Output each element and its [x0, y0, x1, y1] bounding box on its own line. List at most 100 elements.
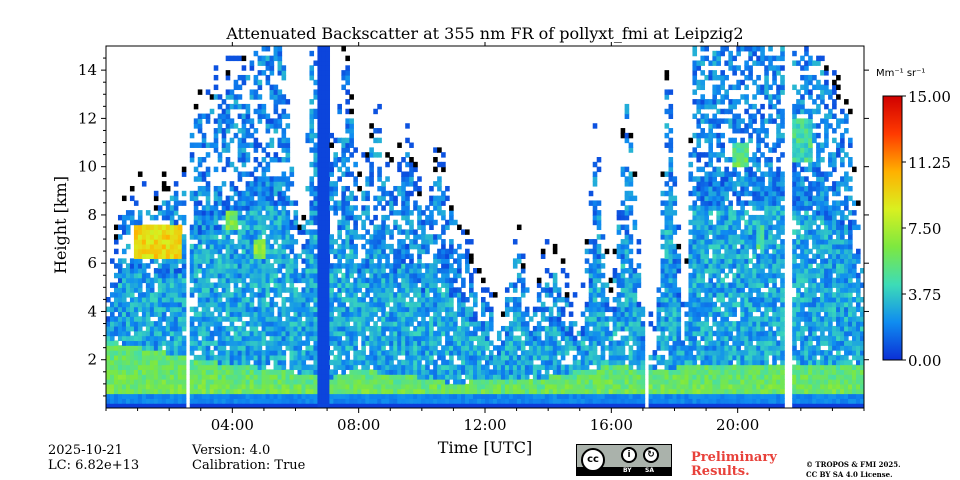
heatmap-cell: [241, 128, 247, 134]
heatmap-cell: [261, 301, 267, 308]
heatmap-cell: [309, 388, 315, 395]
heatmap-cell: [417, 234, 422, 240]
heatmap-cell: [281, 282, 287, 288]
heatmap-cell: [528, 350, 534, 356]
heatmap-cell: [277, 263, 283, 269]
heatmap-cell: [161, 383, 167, 390]
heatmap-cell: [325, 118, 331, 124]
heatmap-cell: [229, 248, 235, 255]
heatmap-cell: [161, 272, 167, 279]
heatmap-cell: [365, 239, 370, 245]
heatmap-cell: [109, 335, 115, 342]
heatmap-cell: [544, 268, 550, 274]
heatmap-cell: [429, 200, 434, 206]
heatmap-cell: [205, 383, 211, 390]
heatmap-cell: [237, 157, 243, 163]
heatmap-cell: [145, 398, 151, 404]
heatmap-cell: [285, 210, 291, 216]
heatmap-cell: [628, 268, 634, 274]
heatmap-cell: [149, 330, 155, 337]
heatmap-cell: [425, 311, 430, 317]
heatmap-cell: [385, 335, 390, 342]
heatmap-cell: [437, 388, 442, 395]
heatmap-cell: [369, 132, 374, 139]
heatmap-cell: [552, 272, 558, 279]
heatmap-cell: [149, 258, 155, 264]
heatmap-cell: [429, 354, 434, 361]
heatmap-cell: [449, 316, 454, 322]
heatmap-cell: [161, 311, 167, 317]
heatmap-cell: [433, 253, 438, 259]
heatmap-cell: [341, 306, 346, 313]
heatmap-cell: [445, 263, 450, 269]
heatmap-cell: [245, 350, 251, 356]
heatmap-cell: [532, 340, 538, 346]
heatmap-cell: [181, 214, 187, 221]
heatmap-cell: [325, 205, 331, 211]
heatmap-cell: [281, 113, 287, 119]
heatmap-cell: [401, 205, 406, 211]
heatmap-cell: [209, 301, 215, 308]
heatmap-cell: [145, 359, 151, 366]
heatmap-cell: [421, 287, 426, 293]
heatmap-cell: [353, 253, 358, 259]
heatmap-cell: [528, 364, 534, 370]
heatmap-cell: [401, 374, 406, 380]
heatmap-cell: [433, 403, 438, 408]
heatmap-cell: [325, 383, 331, 390]
heatmap-cell: [281, 379, 287, 385]
heatmap-cell: [169, 287, 175, 293]
heatmap-cell: [437, 181, 442, 187]
heatmap-cell: [345, 379, 350, 385]
heatmap-cell: [620, 248, 626, 255]
heatmap-cell: [421, 263, 426, 269]
heatmap-cell: [441, 166, 446, 173]
heatmap-cell: [253, 350, 259, 356]
heatmap-cell: [133, 306, 139, 313]
heatmap-cell: [544, 345, 550, 351]
heatmap-cell: [345, 200, 350, 206]
heatmap-cell: [321, 374, 327, 380]
heatmap-cell: [385, 379, 390, 385]
heatmap-cell: [129, 359, 135, 366]
heatmap-cell: [572, 335, 578, 342]
heatmap-cell: [277, 248, 283, 255]
heatmap-cell: [153, 205, 159, 211]
heatmap-cell: [217, 393, 223, 399]
heatmap-cell: [592, 379, 598, 385]
heatmap-cell: [229, 335, 235, 342]
heatmap-cell: [556, 345, 562, 351]
heatmap-cell: [421, 311, 426, 317]
heatmap-cell: [357, 282, 362, 288]
heatmap-cell: [413, 325, 418, 332]
heatmap-cell: [229, 123, 235, 129]
heatmap-cell: [345, 74, 350, 81]
heatmap-cell: [389, 369, 394, 375]
heatmap-cell: [365, 253, 370, 259]
heatmap-cell: [345, 364, 350, 370]
heatmap-cell: [457, 287, 462, 293]
heatmap-cell: [281, 272, 287, 279]
heatmap-cell: [169, 383, 175, 390]
heatmap-cell: [445, 224, 450, 231]
heatmap-cell: [596, 268, 602, 274]
heatmap-cell: [393, 393, 398, 399]
heatmap-cell: [325, 74, 331, 81]
heatmap-cell: [341, 200, 346, 206]
heatmap-cell: [249, 132, 255, 139]
heatmap-cell: [225, 306, 231, 313]
heatmap-cell: [325, 253, 331, 259]
heatmap-cell: [461, 229, 466, 235]
heatmap-cell: [269, 195, 275, 202]
heatmap-cell: [588, 379, 594, 385]
heatmap-cell: [117, 311, 123, 317]
heatmap-cell: [129, 258, 135, 264]
heatmap-cell: [361, 359, 366, 366]
heatmap-cell: [157, 277, 163, 284]
heatmap-cell: [277, 89, 283, 95]
heatmap-cell: [353, 321, 358, 327]
heatmap-cell: [425, 345, 430, 351]
heatmap-cell: [317, 398, 323, 404]
heatmap-cell: [257, 277, 263, 284]
heatmap-cell: [429, 316, 434, 322]
